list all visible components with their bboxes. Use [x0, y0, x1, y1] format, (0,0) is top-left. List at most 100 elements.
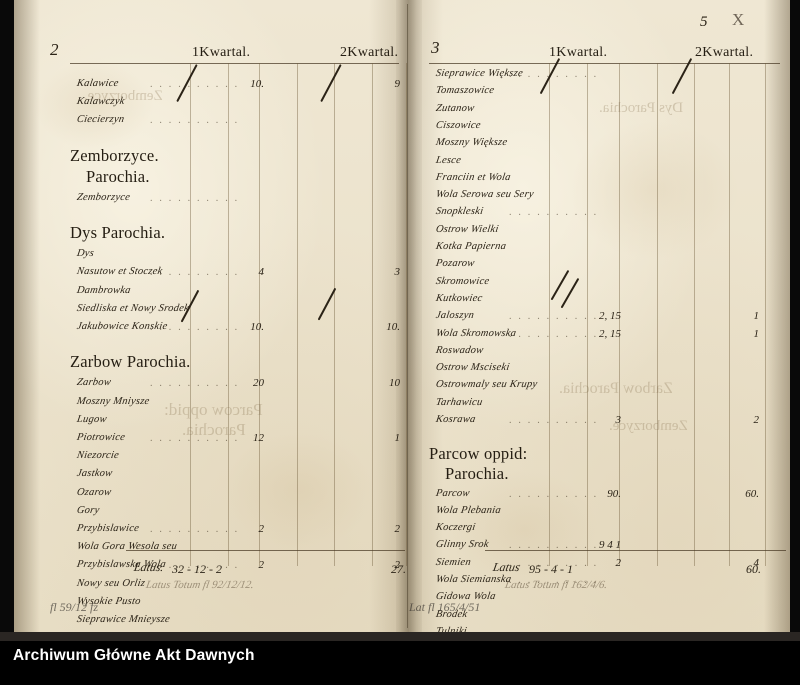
- left-page-surface: [14, 0, 409, 632]
- leader-dots: . . . . . . . . . .: [509, 69, 599, 80]
- ledger-entry-name: Moszny Większe: [435, 137, 509, 149]
- ledger-entry-name: Przybislawice: [76, 522, 140, 534]
- leader-dots: . . . . . . . . . .: [509, 575, 599, 587]
- ledger-entry-name: Ostrow Msciseki: [435, 362, 511, 374]
- right-page-outer-edge: [764, 0, 790, 632]
- column-header-quarter-2: 2Kwartal.: [695, 45, 754, 60]
- quarter-1-value: 9 4 1: [599, 539, 621, 552]
- column-rule: [228, 63, 229, 566]
- quarter-1-value: 12: [253, 431, 264, 444]
- leader-dots: . . . . . . . . . .: [150, 523, 240, 535]
- quarter-1-value: 4: [258, 266, 265, 279]
- section-heading: Zemborzyce.: [70, 145, 159, 165]
- section-heading: Dys Parochia.: [70, 223, 166, 243]
- bleed-through-heading: Dys Parochia.: [599, 100, 684, 116]
- ledger-entry-name: Piotrowice: [76, 431, 126, 443]
- quarter-1-value: 2, 15: [599, 310, 621, 323]
- quarter-2-value: 10: [389, 377, 400, 390]
- quarter-1-value: 2: [615, 556, 622, 569]
- folio-number: 3: [431, 38, 440, 57]
- leader-dots: . . . . . . . . . .: [150, 267, 240, 279]
- ledger-entry-name: Kalawczyk: [76, 96, 126, 108]
- column-rule: [657, 63, 658, 566]
- ledger-entry-name: Siedliska et Nowy Srodek: [76, 302, 190, 314]
- ledger-entry-name: Dys: [76, 248, 95, 260]
- leader-dots: . . . . . . . . . .: [150, 432, 240, 444]
- section-heading: Parochia.: [445, 463, 509, 483]
- ledger-entry-name: Kotka Papierna: [435, 241, 508, 252]
- column-rule: [372, 63, 373, 566]
- total-quarter-1: 95 - 4 - 1: [529, 562, 573, 576]
- header-rule: [429, 63, 780, 64]
- total-rule: [126, 550, 405, 551]
- quarter-2-value: 4: [753, 556, 760, 569]
- quarter-1-value: 10.: [250, 320, 264, 333]
- ledger-entry-name: Lugow: [76, 413, 108, 425]
- ledger-entry-name: Ozarow: [76, 486, 113, 498]
- ledger-entry-name: Ostrowmaly seu Krupy: [435, 379, 539, 391]
- column-rule: [765, 63, 766, 566]
- leader-dots: . . . . . . . . . .: [509, 540, 599, 552]
- ledger-entry-name: Zarbow: [76, 377, 112, 389]
- quarter-2-value: 1: [753, 310, 760, 323]
- quarter-2-value: 9: [394, 78, 401, 90]
- ledger-entry-name: Wola Skromowska: [435, 327, 518, 339]
- archival-mark-icon: X: [732, 10, 745, 29]
- quarter-2-value: 10.: [386, 320, 400, 333]
- quarter-1-value: 3: [615, 414, 622, 426]
- quarter-1-value: 20: [253, 377, 264, 390]
- ledger-entry-name: Zemborzyce: [76, 191, 131, 203]
- margin-note: fl 59/12 fz: [50, 600, 99, 614]
- right-page-content: 3 1Kwartal. 2Kwartal. 5 X Sieprawice Większe.…: [409, 0, 790, 672]
- section-heading: Parochia.: [86, 166, 150, 186]
- quarter-2-value: 2: [394, 522, 401, 535]
- ledger-entry-name: Ciszowice: [435, 119, 482, 131]
- archive-watermark-label: Archiwum Główne Akt Dawnych: [13, 647, 255, 664]
- column-rule: [549, 63, 550, 566]
- ledger-entry-name: Pozarow: [435, 258, 476, 270]
- column-rule: [587, 63, 588, 566]
- total-quarter-1: 32 - 12 - 2: [172, 562, 222, 576]
- quarter-2-value: 2: [753, 414, 760, 426]
- ledger-entry-name: Kalawice: [76, 78, 120, 89]
- ledger-entry-name: Skromowice: [435, 275, 491, 287]
- ledger-entry-name: Koczergi: [435, 522, 477, 534]
- leader-dots: . . . . . . . . . .: [150, 115, 240, 127]
- leader-dots: . . . . . . . . . .: [509, 415, 599, 426]
- column-rule: [406, 63, 407, 566]
- total-label: Latus: [491, 560, 522, 574]
- open-book: 2 1Kwartal. 2Kwartal. Kalawice . . . . . . .…: [14, 0, 790, 672]
- leader-dots: . . . . . . . . . .: [509, 207, 599, 219]
- ledger-entry-name: Wola Serowa seu Sery: [435, 189, 535, 201]
- quarter-1-value: 2: [258, 522, 265, 535]
- bleed-through-heading: Parcow oppid:: [164, 400, 263, 419]
- leader-dots: . . . . . . . . . .: [150, 560, 240, 572]
- quarter-2-value: 3: [394, 266, 401, 279]
- column-rule: [190, 63, 191, 566]
- ledger-entry-name: Siemien: [435, 556, 472, 568]
- ledger-entry-name: Gory: [76, 504, 101, 516]
- ledger-entry-name: Jaloszyn: [435, 310, 475, 322]
- total-quarter-2: 60.: [746, 562, 761, 576]
- section-heading: Zarbow Parochia.: [70, 352, 191, 372]
- archival-page-number: 5: [700, 14, 708, 30]
- total-secondary-note: Latus Totum fl 162/4/6.: [503, 579, 609, 591]
- watermark-bar: Archiwum Główne Akt Dawnych: [0, 632, 800, 685]
- total-quarter-2: 27.: [391, 562, 406, 576]
- quarter-2-value: 1: [394, 431, 401, 444]
- ledger-entry-name: Roswadow: [435, 344, 485, 356]
- total-label: Latus.: [132, 560, 166, 574]
- florin-slash-q1: [560, 277, 579, 309]
- ledger-entry-name: Nowy seu Orliz: [76, 577, 147, 589]
- bar-top-edge: [0, 632, 800, 641]
- leader-dots: . . . . . . . . . .: [150, 378, 240, 390]
- left-page-spine-edge: [369, 0, 409, 632]
- quarter-2-value: 60.: [745, 487, 759, 500]
- ledger-entry-name: Ostrow Wielki: [435, 223, 500, 235]
- florin-slash-q2: [320, 64, 342, 102]
- folio-number: 2: [50, 40, 59, 59]
- ledger-entry-name: Snopkleski: [435, 206, 485, 218]
- leader-dots: . . . . . . . . . .: [509, 328, 599, 340]
- ledger-entry-name: Tarhawicu: [435, 396, 484, 408]
